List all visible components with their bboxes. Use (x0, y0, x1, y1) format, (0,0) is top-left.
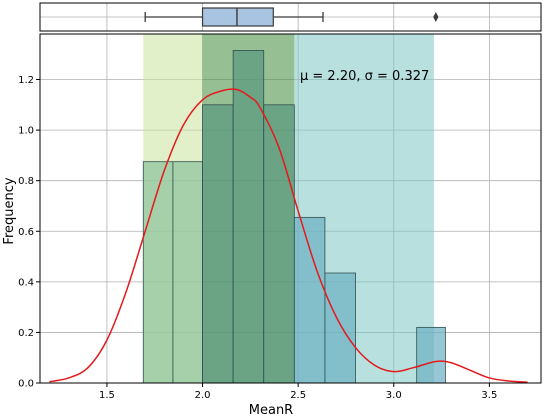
y-axis-label: Frequency (2, 177, 17, 244)
histogram-panel: 1.5 2.0 2.5 3.0 3.5 0.0 0.2 0.4 0.6 0.8 1.0 1.2 (18, 33, 542, 401)
histogram-bar-5 (293, 216, 326, 384)
y-tick-label-2: 0.4 (18, 277, 34, 288)
x-tick-label-0: 1.5 (99, 390, 115, 401)
boxplot-frame (39, 2, 542, 32)
x-tick-label-3: 3.0 (386, 390, 402, 401)
y-tick-label-0: 0.0 (18, 379, 34, 390)
histogram-bar-3 (232, 50, 265, 384)
histogram-bar-0 (142, 161, 174, 384)
histogram-bar-4 (263, 104, 295, 384)
x-tick-label-2: 2.5 (290, 390, 306, 401)
histogram-bar-1 (172, 161, 203, 384)
x-tick-label-4: 3.5 (481, 390, 497, 401)
plot-frame (39, 33, 542, 384)
annotation-layer: μ = 2.20, σ = 0.327 MeanR Frequency (2, 69, 429, 418)
outlier-0 (433, 12, 439, 22)
histogram-bar-6 (324, 272, 356, 384)
boxplot-panel (39, 2, 542, 32)
x-tick-label-1: 2.0 (195, 390, 211, 401)
y-tick-label-6: 1.2 (18, 75, 34, 86)
y-tick-label-3: 0.6 (18, 227, 34, 238)
histogram-bar-2 (202, 104, 234, 384)
y-tick-label-4: 0.8 (18, 176, 34, 187)
box-iqr (201, 7, 274, 27)
x-axis-label: MeanR (249, 403, 293, 418)
stats-annotation: μ = 2.20, σ = 0.327 (300, 69, 429, 84)
kde-curve (49, 88, 528, 383)
y-tick-label-1: 0.2 (18, 328, 34, 339)
histogram-bar-9 (416, 326, 446, 384)
y-tick-label-5: 1.0 (18, 126, 34, 137)
